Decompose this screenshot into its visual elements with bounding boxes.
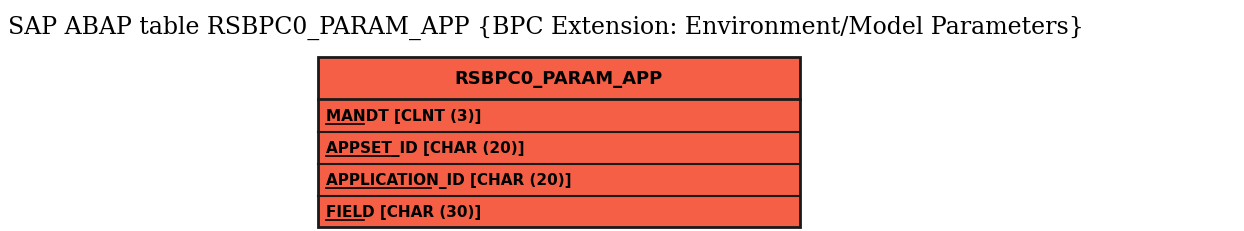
Text: SAP ABAP table RSBPC0_PARAM_APP {BPC Extension: Environment/Model Parameters}: SAP ABAP table RSBPC0_PARAM_APP {BPC Ext… [7,16,1084,40]
Text: MANDT [CLNT (3)]: MANDT [CLNT (3)] [326,109,481,123]
Text: RSBPC0_PARAM_APP: RSBPC0_PARAM_APP [455,70,663,88]
Text: APPLICATION_ID [CHAR (20)]: APPLICATION_ID [CHAR (20)] [326,172,571,188]
Bar [318,58,800,227]
Text: APPSET_ID [CHAR (20)]: APPSET_ID [CHAR (20)] [326,140,525,156]
Text: FIELD [CHAR (30)]: FIELD [CHAR (30)] [326,204,481,219]
